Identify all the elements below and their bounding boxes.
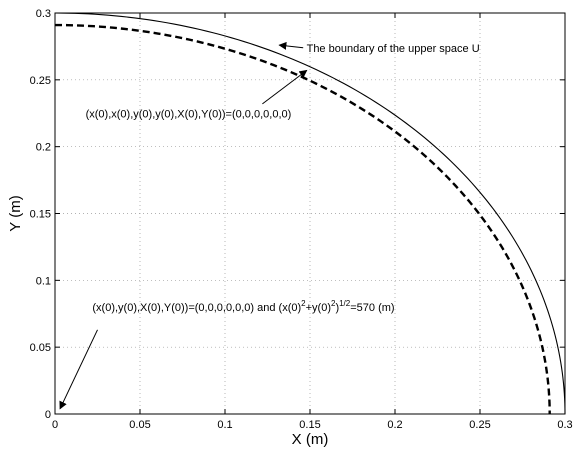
y-tick-label: 0.1 <box>36 275 51 287</box>
dashed-trajectory-line <box>54 23 551 415</box>
annotation-arrow <box>59 329 98 410</box>
annotation-part-sup3: 1/2 <box>339 299 351 308</box>
annotation-text-boundary: The boundary of the upper space U <box>307 43 480 55</box>
annotation-arrow <box>262 69 308 105</box>
annotation-part-paren: ) <box>335 302 339 314</box>
y-tick-label: 0.05 <box>30 342 51 354</box>
x-axis-label: X (m) <box>292 431 329 448</box>
y-tick-label: 0 <box>45 409 51 421</box>
y-axis-label: Y (m) <box>7 195 24 231</box>
x-tick-label: 0.25 <box>469 419 490 431</box>
x-tick-label: 0.05 <box>129 419 150 431</box>
annotations: The boundary of the upper space U (x(0),x… <box>59 41 480 410</box>
annotation-part-tail: =570 (m) <box>350 302 394 314</box>
y-tick-label: 0.2 <box>36 142 51 154</box>
annotation-text-initial-zero: (x(0),x(0),y(0),y(0),X(0),Y(0))=(0,0,0,0… <box>86 108 292 120</box>
y-tick-label: 0.15 <box>30 209 51 221</box>
ticks: 0 0.05 0.1 0.15 0.2 0.25 0.3 0 0.05 0.1 0.15 0.2 0.2… <box>30 8 573 431</box>
x-tick-label: 0 <box>52 419 58 431</box>
annotation-arrow <box>278 41 304 50</box>
x-tick-label: 0.15 <box>299 419 320 431</box>
series-group <box>54 12 566 415</box>
y-tick-label: 0.25 <box>30 75 51 87</box>
x-tick-label: 0.3 <box>557 419 572 431</box>
annotation-text-initial-570: (x(0),y(0),X(0),Y(0))=(0,0,0,0,0,0) and … <box>92 299 394 314</box>
boundary-curve-line <box>54 12 566 415</box>
annotation-part-text_main: (x(0),y(0),X(0),Y(0))=(0,0,0,0,0,0) and … <box>92 302 301 314</box>
annotation-part-sup1: 2 <box>301 299 306 308</box>
annotation-part-mid: +y(0) <box>306 302 331 314</box>
x-tick-label: 0.2 <box>387 419 402 431</box>
annotation-part-sup2: 2 <box>331 299 336 308</box>
y-tick-label: 0.3 <box>36 8 51 20</box>
x-tick-label: 0.1 <box>217 419 232 431</box>
grid <box>54 12 566 415</box>
